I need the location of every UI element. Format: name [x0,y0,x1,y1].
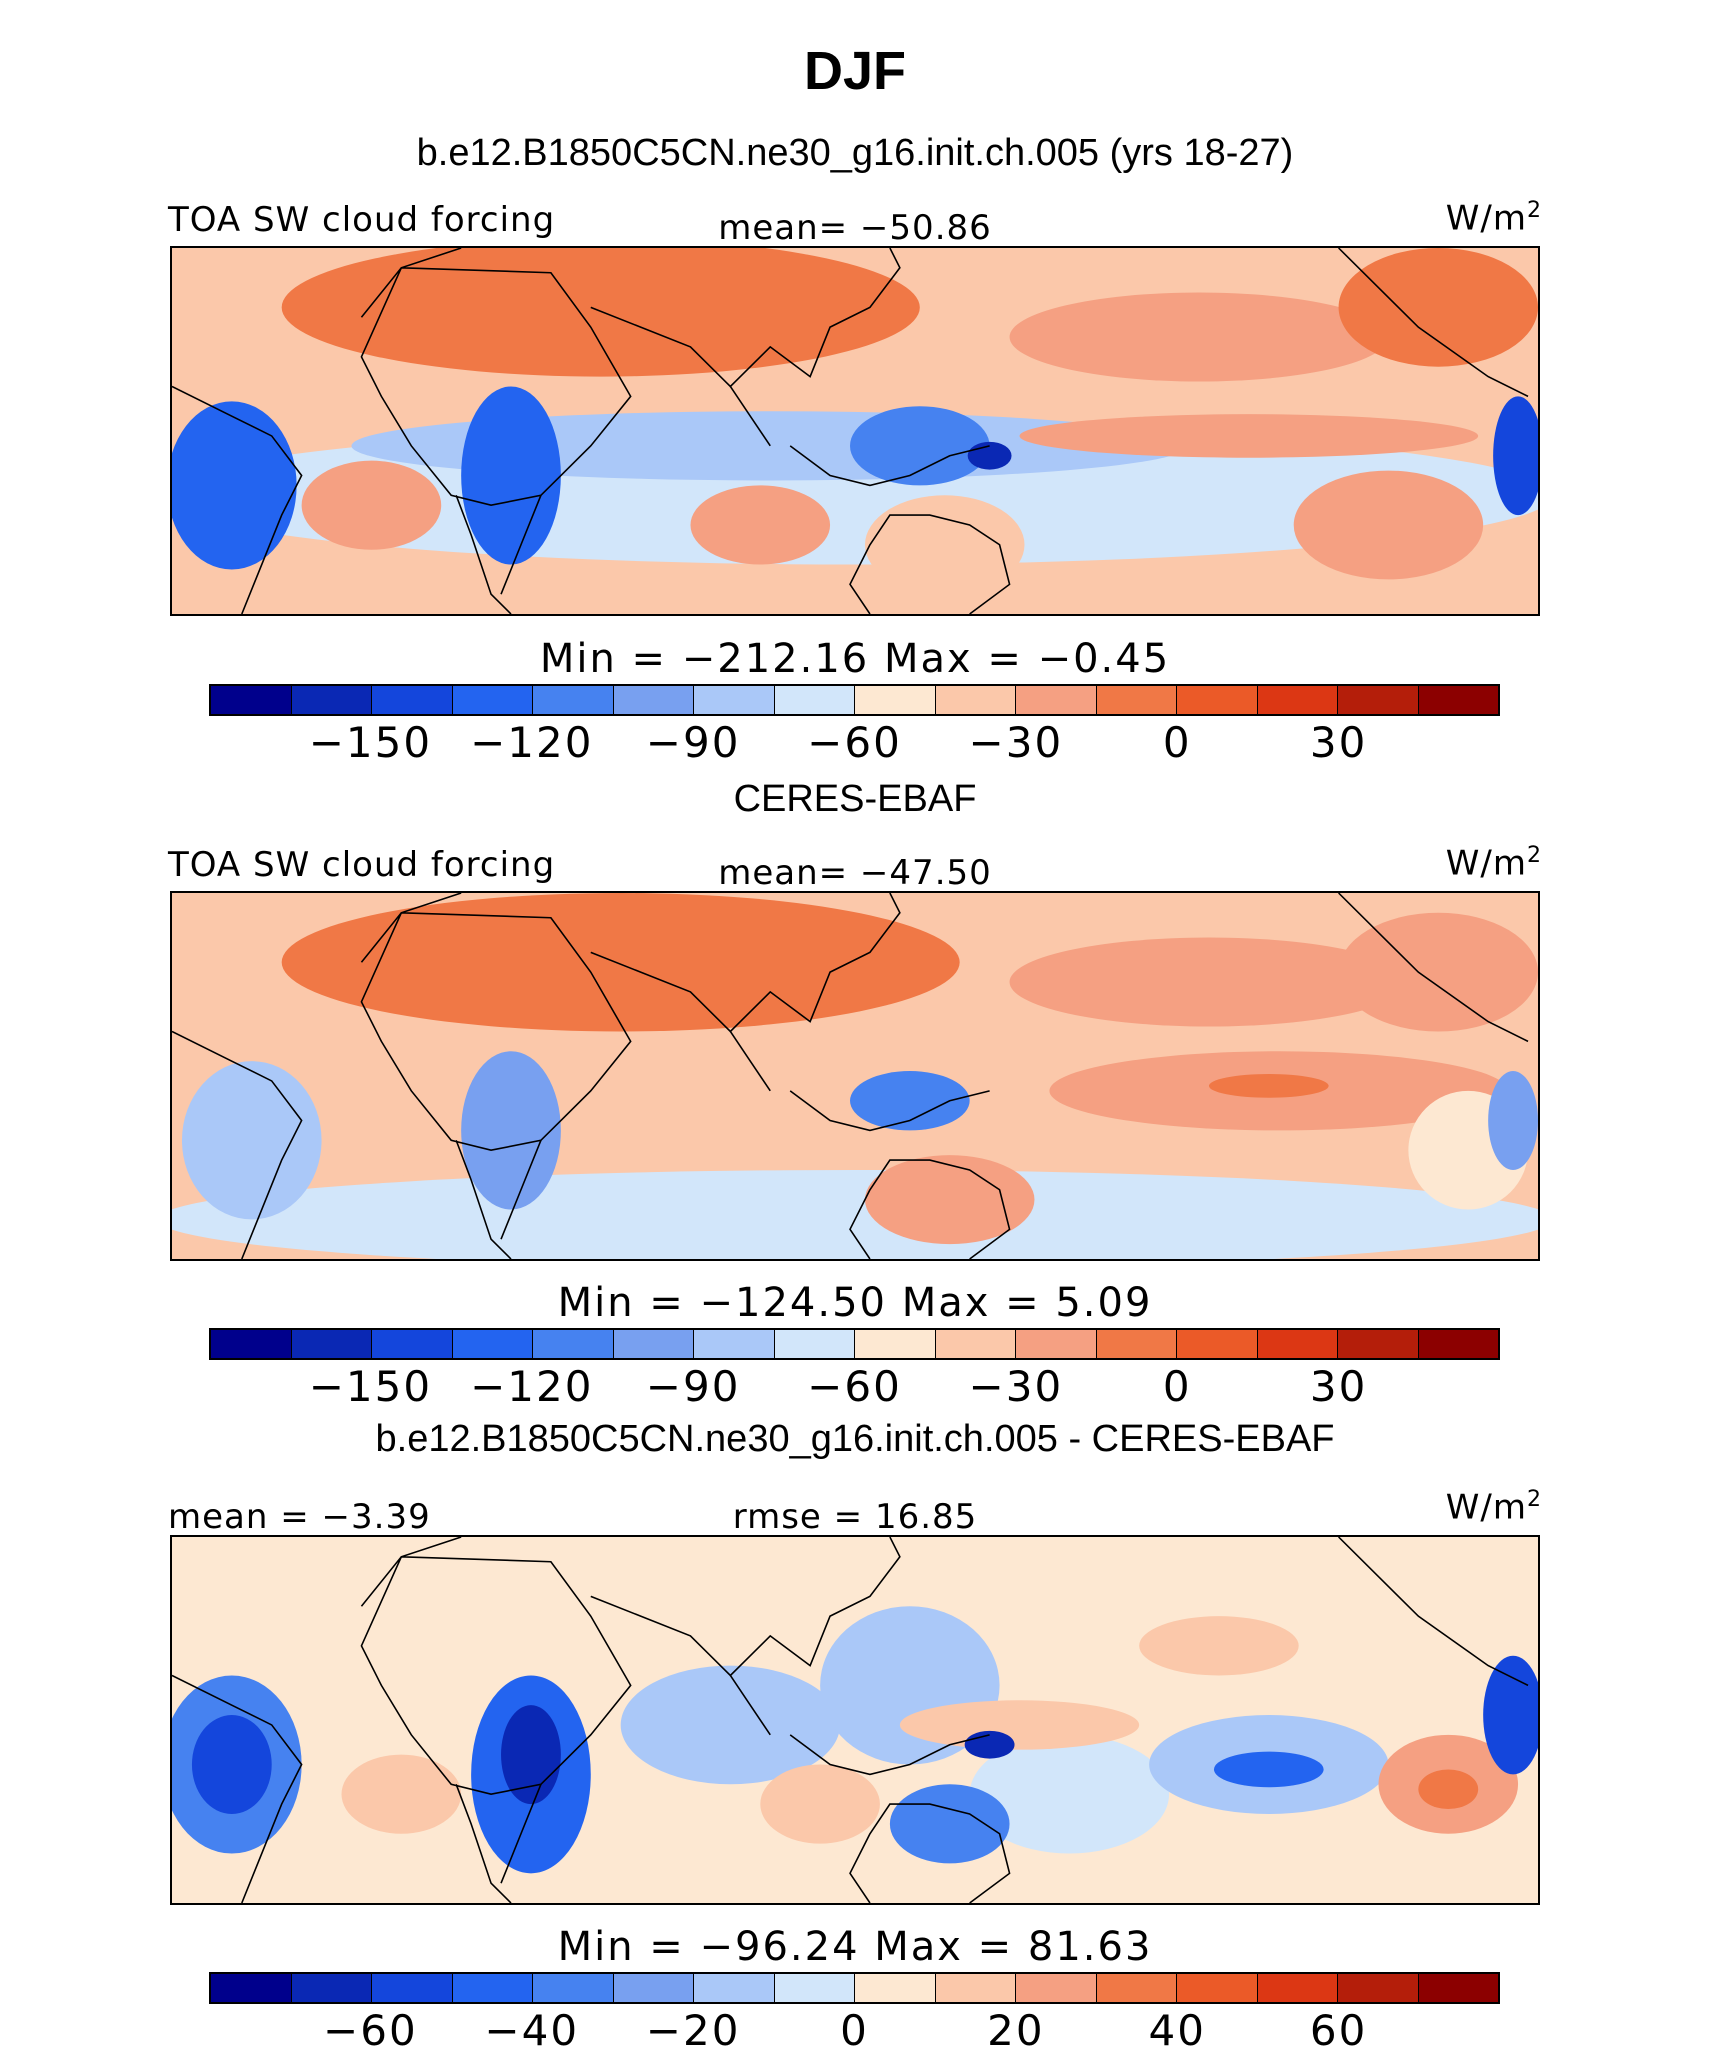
panel2-colorbar-ticks: −150 −120 −90 −60 −30 0 30 [209,1362,1500,1412]
colorbar-swatch [855,1974,936,2002]
colorbar-swatch [1257,686,1338,714]
panel1-minmax-label: Min = −212.16 Max = −0.45 [539,636,1171,682]
colorbar-tick-label: 0 [1162,718,1192,767]
panel2-map [170,891,1540,1261]
colorbar-tick-label: −90 [645,718,741,767]
colorbar-swatch [935,1974,1016,2002]
colorbar-swatch [533,686,614,714]
colorbar-tick-label: −20 [645,2006,741,2055]
colorbar-tick-label: 40 [1148,2006,1206,2055]
colorbar-swatch [372,1974,453,2002]
colorbar-swatch [694,1330,775,1358]
colorbar-swatch [1338,1974,1419,2002]
colorbar-tick-label: −40 [484,2006,580,2055]
colorbar-swatch [211,1330,292,1358]
colorbar-tick-label: −60 [807,1362,902,1411]
panel1-mean-label: mean= −50.86 [718,208,992,248]
colorbar-tick-label: 30 [1309,1362,1368,1411]
colorbar-tick-label: 0 [840,2006,869,2055]
colorbar-swatch [372,1330,453,1358]
panel1-colorbar-ticks: −150 −120 −90 −60 −30 0 30 [209,718,1500,768]
colorbar-swatch [291,1330,372,1358]
model-case-name: b.e12.B1850C5CN.ne30_g16.init.ch.005 (yr… [416,132,1294,174]
colorbar-swatch [1096,686,1177,714]
colorbar-swatch [613,1330,694,1358]
colorbar-tick-label: 0 [1162,1362,1192,1411]
colorbar-swatch [774,1330,855,1358]
panel1-variable-label: TOA SW cloud forcing [168,200,556,240]
colorbar-swatch [1338,686,1419,714]
colorbar-swatch [372,686,453,714]
colorbar-swatch [1016,1974,1097,2002]
colorbar-tick-label: −30 [968,1362,1064,1411]
colorbar-swatch [855,686,936,714]
panel3-rmse-label: rmse = 16.85 [732,1497,978,1537]
panel3-map [170,1535,1540,1905]
colorbar-swatch [1096,1330,1177,1358]
colorbar-tick-label: −90 [645,1362,741,1411]
colorbar-swatch [452,686,533,714]
colorbar-swatch [1418,1330,1498,1358]
colorbar-swatch [1338,1330,1419,1358]
colorbar-tick-label: 20 [987,2006,1045,2055]
colorbar-swatch [694,1974,775,2002]
obs-dataset-name: CERES-EBAF [733,778,977,820]
colorbar-swatch [1096,1974,1177,2002]
colorbar-swatch [1177,686,1258,714]
panel2-variable-label: TOA SW cloud forcing [168,845,556,885]
panel2-mean-label: mean= −47.50 [718,853,992,893]
panel3-mean-label: mean = −3.39 [168,1497,431,1537]
colorbar-swatch [935,686,1016,714]
colorbar-swatch [1177,1974,1258,2002]
colorbar-swatch [291,686,372,714]
colorbar-tick-label: −120 [470,718,594,767]
panel1-map [170,246,1540,616]
panel3-units-label: W/m2 [1445,1487,1542,1528]
colorbar-swatch [452,1974,533,2002]
panel2-minmax-label: Min = −124.50 Max = 5.09 [557,1280,1153,1326]
colorbar-tick-label: −120 [470,1362,594,1411]
colorbar-swatch [613,1974,694,2002]
colorbar-swatch [774,686,855,714]
colorbar-swatch [1257,1330,1338,1358]
colorbar-tick-label: −60 [807,718,902,767]
colorbar-tick-label: −30 [968,718,1064,767]
colorbar-tick-label: 30 [1309,718,1368,767]
colorbar-swatch [1177,1330,1258,1358]
colorbar-swatch [1418,686,1498,714]
panel3-colorbar-ticks: −60 −40 −20 0 20 40 60 [209,2006,1500,2056]
colorbar-swatch [1016,1330,1097,1358]
colorbar-swatch [533,1974,614,2002]
colorbar-swatch [694,686,775,714]
colorbar-swatch [211,686,292,714]
panel3-minmax-label: Min = −96.24 Max = 81.63 [557,1924,1153,1970]
colorbar-tick-label: −60 [323,2006,418,2055]
colorbar-swatch [291,1974,372,2002]
colorbar-tick-label: 60 [1309,2006,1368,2055]
colorbar-swatch [935,1330,1016,1358]
figure-title: DJF [803,41,906,101]
colorbar-swatch [533,1330,614,1358]
colorbar-swatch [211,1974,292,2002]
panel2-colorbar [209,1328,1500,1360]
colorbar-tick-label: −150 [308,718,433,767]
colorbar-tick-label: −150 [308,1362,433,1411]
colorbar-swatch [452,1330,533,1358]
panel1-colorbar [209,684,1500,716]
colorbar-swatch [774,1974,855,2002]
panel1-units-label: W/m2 [1445,198,1542,239]
colorbar-swatch [1418,1974,1498,2002]
panel2-units-label: W/m2 [1445,843,1542,884]
panel3-colorbar [209,1972,1500,2004]
colorbar-swatch [1257,1974,1338,2002]
colorbar-swatch [613,686,694,714]
difference-title: b.e12.B1850C5CN.ne30_g16.init.ch.005 - C… [375,1418,1335,1460]
colorbar-swatch [855,1330,936,1358]
colorbar-swatch [1016,686,1097,714]
